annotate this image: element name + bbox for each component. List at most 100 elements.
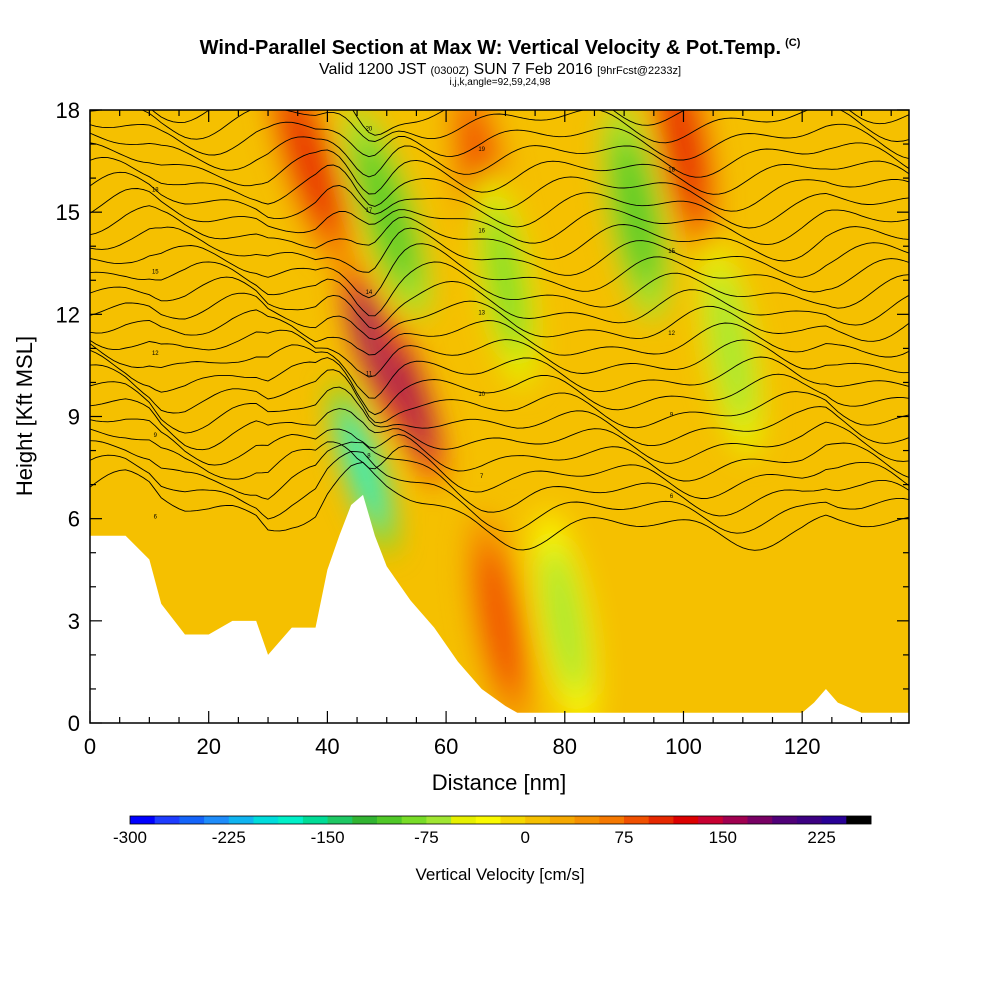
x-axis: 0 20 40 60 80 100 120 [84,110,892,759]
colorbar-swatch [846,816,872,824]
contour-label: 6 [154,515,158,521]
theta-contours: 6 6 7 8 9 9 10 11 12 12 13 14 15 15 16 17 18 18 19 20 [90,110,909,551]
theta-contour-5 [90,398,909,464]
theta-contour-18 [90,188,909,246]
theta-contour-10 [90,329,909,378]
colorbar-tick-label: 0 [520,828,529,847]
y-tick-label: 3 [68,609,80,634]
theta-contour-22 [90,132,909,178]
colorbar-swatch [796,816,822,824]
x-tick-label: 60 [434,734,458,759]
colorbar-swatch [525,816,551,824]
contour-label: 8 [367,453,371,459]
theta-contour-0 [90,461,909,551]
y-tick-label: 15 [56,200,80,225]
colorbar-swatch [278,816,304,824]
colorbar-swatch [500,816,526,824]
w-feature-4 [662,110,705,220]
colorbar-swatch [549,816,575,824]
colorbar-label: Vertical Velocity [cm/s] [415,865,584,884]
contour-label: 20 [366,126,373,132]
y-tick-label: 6 [68,507,80,532]
contour-label: 7 [480,474,484,480]
x-axis-label: Distance [nm] [432,770,567,795]
colorbar-swatch [722,816,748,824]
theta-contour-2 [90,440,909,517]
x-tick-label: 120 [784,734,821,759]
colorbar-swatch [747,816,773,824]
colorbar-tick-label: 150 [709,828,737,847]
grid-info: i,j,k,angle=92,59,24,98 [449,77,551,88]
colorbar-swatch [179,816,205,824]
colorbar-swatch [228,816,254,824]
theta-contour-14 [90,261,909,317]
theta-contour-16 [90,226,909,278]
contour-label: 12 [152,351,159,357]
w-feature-6 [340,407,386,528]
colorbar-swatch [574,816,600,824]
theta-contour-12 [90,292,909,342]
colorbar-frame [129,815,872,825]
colorbar-swatch [154,816,180,824]
contour-label: 14 [366,290,373,296]
y-tick-label: 0 [68,711,80,736]
theta-contour-23 [90,121,909,161]
y-axis: 0 3 6 9 12 15 18 [56,98,909,736]
theta-contour-11 [90,309,909,358]
contour-label: 9 [154,433,158,439]
colorbar-tick-label: -150 [311,828,345,847]
colorbar-tick-label: -300 [113,828,147,847]
theta-contour-6 [90,381,909,447]
colorbar-swatch [475,816,501,824]
colorbar-tick-label: 225 [807,828,835,847]
terrain [90,494,909,723]
colorbar-swatch [352,816,378,824]
contour-label: 9 [670,413,674,419]
x-tick-label: 40 [315,734,339,759]
theta-contour-20 [90,156,909,212]
x-tick-label: 80 [553,734,577,759]
colorbar-swatch [821,816,847,824]
colorbar-tick-label: 75 [615,828,634,847]
colorbar-swatch [377,816,403,824]
colorbar-swatch [327,816,353,824]
theta-contour-21 [90,142,909,195]
theta-contour-1 [90,451,909,534]
chart-subtitle: Valid 1200 JST (0300Z) SUN 7 Feb 2016 [9… [318,61,682,78]
colorbar-tick-label: -75 [414,828,439,847]
colorbar: -300 -225 -150 -75 0 75 150 225 [113,815,872,847]
copyright-mark: (C) [785,37,801,50]
theta-contour-9 [90,343,909,399]
contour-label: 6 [670,494,674,500]
contour-label: 15 [152,269,159,275]
plot-area: 6 6 7 8 9 9 10 11 12 12 13 14 15 15 16 17 18 18 19 20 [90,110,909,723]
colorbar-swatch [624,816,650,824]
theta-contour-3 [90,428,909,499]
theta-contour-15 [90,243,909,299]
contour-label: 16 [478,229,485,235]
w-feature-11 [710,272,752,425]
colorbar-swatch [451,816,477,824]
colorbar-swatch [401,816,427,824]
theta-contour-7 [90,364,909,429]
x-tick-label: 20 [196,734,220,759]
theta-contour-24 [90,110,909,144]
contour-label: 12 [668,331,675,337]
y-axis-label: Height [Kft MSL] [12,336,37,496]
contour-label: 18 [152,188,159,194]
theta-contour-4 [90,418,909,482]
colorbar-swatch [253,816,279,824]
theta-contour-17 [90,205,909,262]
y-tick-label: 18 [56,98,80,123]
colorbar-swatch [648,816,674,824]
w-feature-2 [281,110,338,235]
colorbar-swatch [426,816,452,824]
contour-label: 18 [668,167,675,173]
colorbar-swatch [772,816,798,824]
contour-label: 17 [366,208,373,214]
contour-label: 10 [478,392,485,398]
colorbar-tick-label: -225 [212,828,246,847]
colorbar-swatch [302,816,328,824]
theta-contour-19 [90,171,909,229]
